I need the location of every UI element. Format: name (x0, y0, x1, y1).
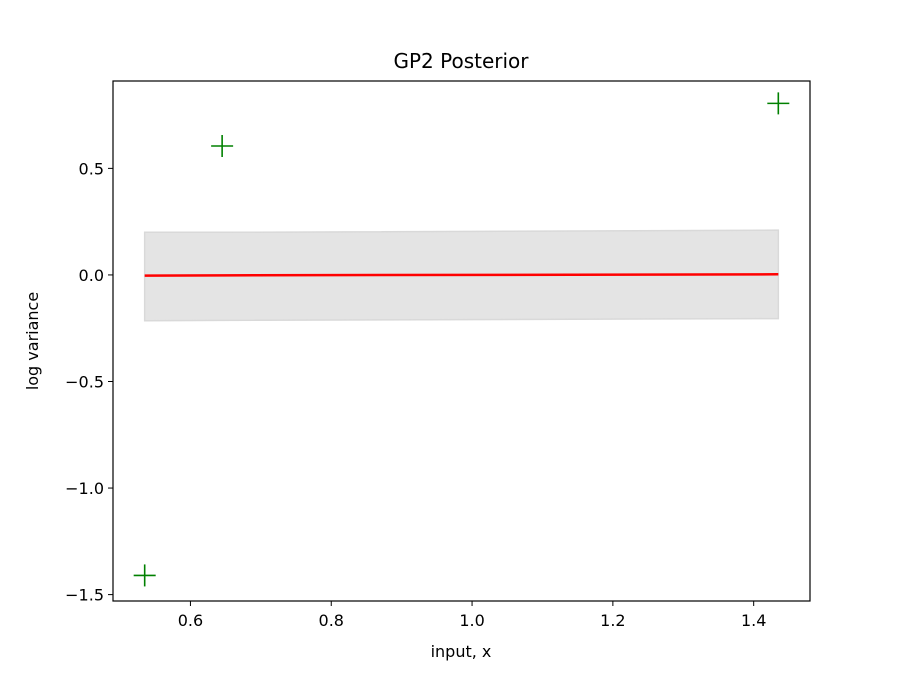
observation-point (211, 135, 234, 157)
x-tick-label: 0.8 (319, 611, 344, 630)
y-tick-label: −1.5 (65, 586, 104, 605)
observation-point (133, 564, 156, 587)
x-tick-label: 1.4 (741, 611, 766, 630)
observation-point (767, 92, 790, 115)
chart-title: GP2 Posterior (393, 49, 529, 73)
x-tick-label: 1.2 (600, 611, 625, 630)
axes-frame (112, 80, 811, 602)
y-tick-label: 0.5 (79, 159, 104, 178)
x-axis-label: input, x (431, 642, 492, 661)
x-tick-label: 0.6 (178, 611, 203, 630)
mean-line (144, 273, 779, 277)
y-axis-label: log variance (23, 292, 42, 390)
y-tick-label: −0.5 (65, 372, 104, 391)
y-tick-label: 0.0 (79, 266, 104, 285)
plot-area: 0.6 0.8 1.0 1.2 1.4 −1.5 −1.0 −0.5 0.0 0.5 (65, 80, 811, 630)
x-tick-label: 1.0 (459, 611, 484, 630)
y-tick-label: −1.0 (65, 479, 104, 498)
